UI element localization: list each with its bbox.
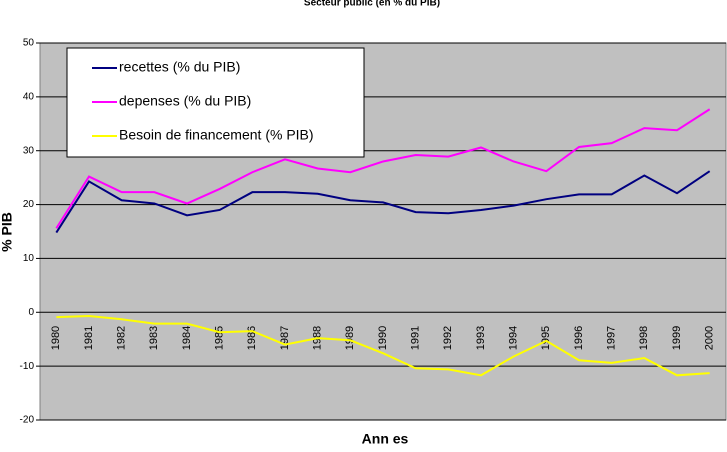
x-tick-label: 1980: [50, 326, 62, 350]
x-tick-label: 1984: [181, 326, 193, 350]
x-tick-label: 1989: [344, 326, 356, 350]
x-tick-label: 1995: [540, 326, 552, 350]
x-tick-label: 1992: [442, 326, 454, 350]
y-tick-label: -10: [20, 361, 35, 372]
x-tick-label: 1983: [148, 326, 160, 350]
x-tick-label: 1999: [671, 326, 683, 350]
y-tick-label: -20: [20, 415, 35, 426]
x-tick-label: 2000: [704, 326, 716, 350]
x-axis-label: Ann es: [362, 431, 409, 447]
x-tick-label: 1990: [377, 326, 389, 350]
x-tick-label: 1993: [475, 326, 487, 350]
chart-title: Secteur public (en % du PIB): [304, 0, 440, 9]
x-tick-label: 1981: [83, 326, 95, 350]
x-tick-label: 1994: [508, 326, 520, 350]
y-tick-label: 30: [23, 145, 35, 156]
y-tick-label: 0: [28, 307, 34, 318]
y-tick-label: 20: [23, 199, 35, 210]
y-tick-label: 40: [23, 91, 35, 102]
x-tick-label: 1998: [638, 326, 650, 350]
legend-label: Besoin de financement (% PIB): [119, 127, 314, 143]
x-tick-label: 1986: [246, 326, 258, 350]
line-series: [55, 170, 711, 234]
y-tick-label: 50: [23, 38, 35, 49]
x-tick-label: 1987: [279, 326, 291, 350]
x-tick-label: 1991: [410, 326, 422, 350]
y-tick-label: 10: [23, 253, 35, 264]
y-axis-label: % PIB: [0, 212, 15, 252]
x-tick-label: 1997: [606, 326, 618, 350]
x-tick-label: 1996: [573, 326, 585, 350]
legend-label: recettes (% du PIB): [119, 59, 240, 75]
line-series: [55, 108, 711, 229]
legend-label: depenses (% du PIB): [119, 93, 251, 109]
x-tick-label: 1982: [116, 326, 128, 350]
line-series: [56, 315, 710, 377]
x-tick-label: 1985: [214, 326, 226, 350]
